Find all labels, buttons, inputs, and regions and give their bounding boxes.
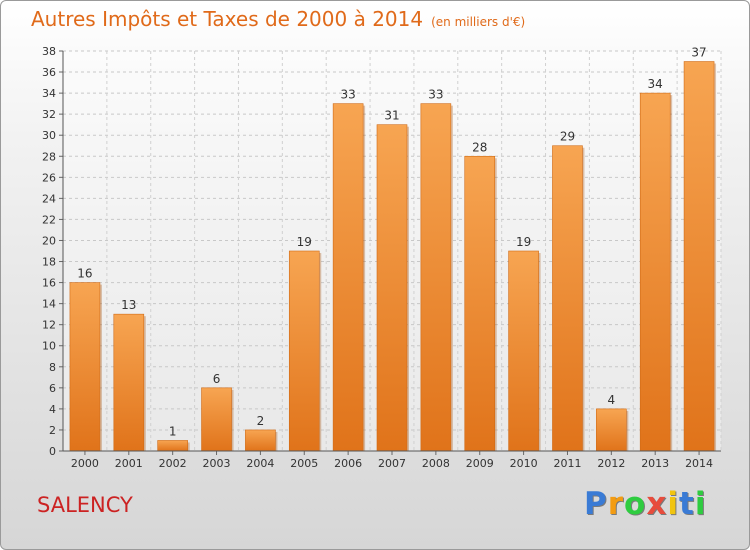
x-tick-label: 2013 xyxy=(641,457,669,470)
data-label: 4 xyxy=(608,393,616,407)
x-tick-label: 2012 xyxy=(597,457,625,470)
y-tick-label: 30 xyxy=(42,129,56,142)
data-label: 6 xyxy=(213,372,221,386)
x-tick-label: 2003 xyxy=(203,457,231,470)
y-tick-label: 34 xyxy=(42,87,56,100)
logo-letter: i xyxy=(694,486,707,522)
logo-letter: x xyxy=(646,486,668,522)
x-tick-label: 2011 xyxy=(553,457,581,470)
y-tick-label: 26 xyxy=(42,171,56,184)
y-tick-label: 0 xyxy=(49,445,56,458)
data-label: 33 xyxy=(340,88,355,102)
commune-name: SALENCY xyxy=(37,493,133,517)
bar xyxy=(69,282,101,452)
y-tick-label: 22 xyxy=(42,213,56,226)
labels: 0246810121416182022242628303234363816200… xyxy=(42,45,713,470)
x-tick-label: 2002 xyxy=(159,457,187,470)
y-tick-label: 6 xyxy=(49,382,56,395)
y-tick-label: 24 xyxy=(42,192,56,205)
data-label: 19 xyxy=(297,235,312,249)
x-tick-label: 2001 xyxy=(115,457,143,470)
x-tick-label: 2009 xyxy=(466,457,494,470)
x-tick-label: 2007 xyxy=(378,457,406,470)
y-tick-label: 36 xyxy=(42,66,56,79)
data-label: 34 xyxy=(648,77,663,91)
y-tick-label: 32 xyxy=(42,108,56,121)
logo-letter: i xyxy=(667,486,679,522)
x-tick-label: 2006 xyxy=(334,457,362,470)
y-tick-label: 12 xyxy=(42,319,56,332)
axes xyxy=(59,50,721,455)
y-tick-label: 20 xyxy=(42,234,56,247)
bar xyxy=(113,313,145,452)
x-tick-label: 2010 xyxy=(510,457,538,470)
x-tick-label: 2014 xyxy=(685,457,713,470)
data-label: 19 xyxy=(516,235,531,249)
logo-letter: P xyxy=(584,486,608,522)
logo-letter: r xyxy=(607,486,625,522)
y-tick-label: 28 xyxy=(42,150,56,163)
data-label: 1 xyxy=(169,424,177,438)
chart-title-text: Autres Impôts et Taxes de 2000 à 2014 xyxy=(31,7,424,31)
bar xyxy=(552,145,583,452)
chart-title-unit: (en milliers d'€) xyxy=(431,15,526,29)
bar xyxy=(639,92,671,452)
data-label: 13 xyxy=(121,298,136,312)
data-label: 2 xyxy=(257,414,265,428)
proxiti-logo: Proxiti xyxy=(584,486,706,522)
logo-letter: o xyxy=(624,486,647,522)
y-tick-label: 4 xyxy=(49,403,56,416)
bar xyxy=(596,408,627,452)
data-label: 33 xyxy=(428,88,443,102)
bar xyxy=(508,250,539,452)
y-tick-label: 8 xyxy=(49,361,56,374)
x-tick-label: 2005 xyxy=(290,457,318,470)
bar xyxy=(245,429,276,452)
bar xyxy=(683,61,715,452)
x-tick-label: 2008 xyxy=(422,457,450,470)
bar xyxy=(376,124,408,452)
bar xyxy=(157,440,188,452)
bar xyxy=(288,250,320,452)
x-tick-label: 2004 xyxy=(246,457,274,470)
bar xyxy=(332,103,364,452)
bar xyxy=(201,387,232,452)
y-tick-label: 10 xyxy=(42,340,56,353)
bar xyxy=(464,155,496,452)
y-tick-label: 16 xyxy=(42,277,56,290)
data-label: 31 xyxy=(384,109,399,123)
y-tick-label: 18 xyxy=(42,256,56,269)
y-tick-label: 38 xyxy=(42,45,56,58)
data-label: 37 xyxy=(691,46,706,60)
y-tick-label: 14 xyxy=(42,298,56,311)
bar xyxy=(420,103,452,452)
data-label: 29 xyxy=(560,130,575,144)
data-label: 28 xyxy=(472,140,487,154)
logo-letter: t xyxy=(678,486,695,522)
chart-title: Autres Impôts et Taxes de 2000 à 2014 (en… xyxy=(31,7,525,31)
bars xyxy=(69,61,717,452)
data-label: 16 xyxy=(77,267,92,281)
y-tick-label: 2 xyxy=(49,424,56,437)
x-tick-label: 2000 xyxy=(71,457,99,470)
